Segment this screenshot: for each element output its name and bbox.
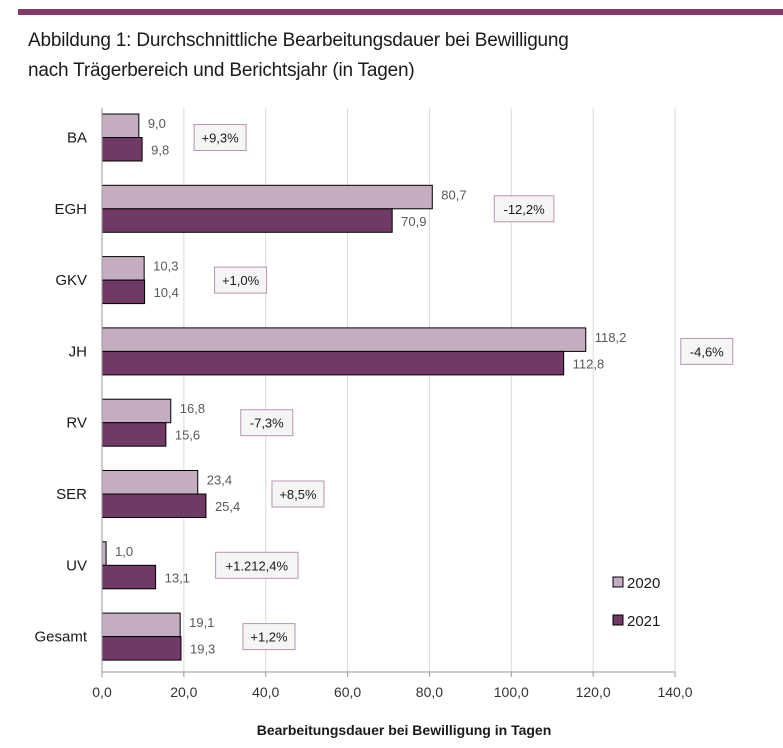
x-tick-label: 0,0 [92,684,112,700]
legend-label-2021: 2021 [627,613,660,630]
title-line-2: nach Trägerbereich und Berichtsjahr (in … [28,60,415,81]
bar-2020 [101,541,107,566]
bar-2021 [101,279,146,305]
data-label-2021: 19,3 [190,642,215,657]
x-axis-title: Bearbeitungsdauer bei Bewilligung in Tag… [257,722,552,738]
data-label-2020: 118,2 [595,330,627,345]
x-tick-label: 40,0 [252,684,279,700]
change-box [493,195,555,223]
category-label: Gesamt [34,629,87,646]
data-label-2021: 10,4 [154,285,179,300]
bar-2020 [101,612,181,638]
data-label-2020: 1,0 [115,544,133,559]
legend: 2020 2021 [612,575,660,630]
bar-2020 [101,184,433,210]
title-line-1: Abbildung 1: Durchschnittliche Bearbeitu… [28,30,569,51]
data-label-2021: 15,6 [175,428,200,443]
change-label: +1,0% [222,273,260,288]
x-axis: 0,0 20,0 40,0 60,0 80,0 100,0 120,0 140,0 [92,108,693,700]
data-label-2021: 9,8 [151,143,169,158]
bar-2021 [101,208,393,233]
change-box [680,337,734,365]
change-label: +1,2% [250,630,288,645]
data-label-2020: 19,1 [189,615,214,630]
legend-swatch-2021 [612,614,624,626]
change-box [193,124,247,151]
category-label: RV [66,415,87,432]
bar-2020 [101,256,145,281]
category-label: EGH [54,201,87,218]
labels: BA 9,0 9,8 +9,3% EGH 80,7 70,9 -12,2% GKV 10,3 10,… [34,116,734,657]
bar-2021 [101,564,157,590]
change-box [214,266,268,294]
data-label-2020: 80,7 [441,187,466,202]
category-label: GKV [55,272,87,289]
bar-2021 [101,493,207,518]
change-label: +1.212,4% [226,558,289,573]
x-tick-label: 80,0 [416,684,443,700]
bar-2020 [101,327,587,352]
x-tick-label: 100,0 [494,684,529,700]
accent-bar [18,9,783,15]
bars [101,113,587,661]
change-box [271,480,325,508]
bar-2021 [101,422,167,447]
legend-swatch-2020 [612,576,624,588]
x-tick-label: 20,0 [170,684,197,700]
x-tick-label: 120,0 [576,684,611,700]
category-label: JH [69,343,87,360]
legend-label-2020: 2020 [627,575,660,592]
bar-2021 [101,137,143,162]
data-label-2021: 25,4 [215,499,240,514]
data-label-2021: 70,9 [401,214,426,229]
data-label-2020: 23,4 [207,473,232,488]
x-tick-label: 60,0 [334,684,361,700]
change-label: +9,3% [201,131,239,146]
category-label: BA [67,130,87,147]
data-label-2020: 9,0 [148,116,166,131]
bar-2020 [101,470,199,495]
bar-2020 [101,113,140,138]
category-label: UV [66,557,87,574]
bar-2021 [101,350,565,376]
change-label: -7,3% [250,416,284,431]
bar-2021 [101,636,182,661]
chart-title: Abbildung 1: Durchschnittliche Bearbeitu… [28,26,569,86]
data-label-2021: 13,1 [165,570,190,585]
data-label-2020: 16,8 [180,401,205,416]
change-label: -12,2% [503,202,545,217]
change-box [242,623,296,651]
change-label: +8,5% [279,487,317,502]
change-label: -4,6% [690,344,724,359]
bar-2020 [101,398,172,424]
data-label-2020: 10,3 [153,259,178,274]
x-tick-label: 140,0 [657,684,692,700]
change-box [240,409,294,437]
data-label-2021: 112,8 [573,356,605,371]
category-label: SER [56,486,87,503]
change-box [215,551,299,579]
